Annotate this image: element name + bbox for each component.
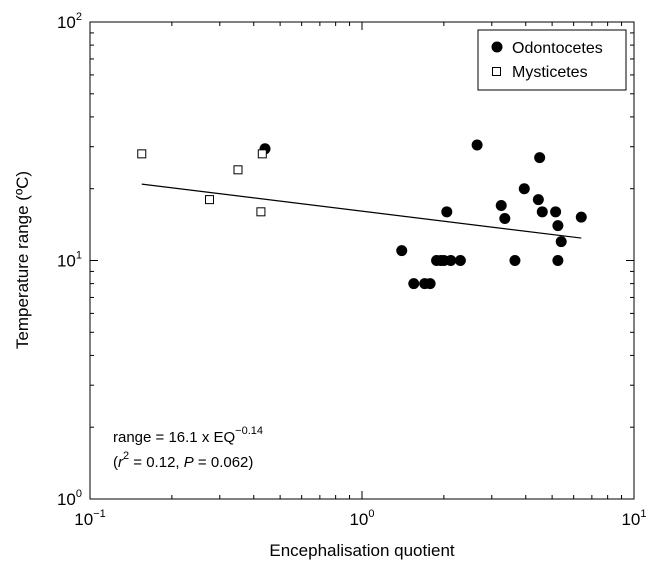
legend-box <box>478 30 626 90</box>
odontocete-point <box>533 194 544 205</box>
odontocete-point <box>496 200 507 211</box>
mysticete-point <box>234 166 242 174</box>
odontocete-point <box>509 255 520 266</box>
legend-mysticetes-marker <box>493 68 501 76</box>
y-tick-label: 101 <box>57 250 82 271</box>
odontocete-point <box>425 278 436 289</box>
x-tick-label: 101 <box>621 508 646 529</box>
odontocete-point <box>556 236 567 247</box>
mysticete-point <box>257 208 265 216</box>
odontocete-point <box>552 220 563 231</box>
equation-annotation: range = 16.1 x EQ−0.14 (r2 = 0.12, P = 0… <box>113 425 263 471</box>
odontocete-point <box>550 206 561 217</box>
equation-line: range = 16.1 x EQ−0.14 <box>113 425 263 446</box>
odontocete-point <box>472 139 483 150</box>
data-points <box>138 139 587 289</box>
statistics-line: (r2 = 0.12, P = 0.062) <box>113 450 253 471</box>
odontocete-point <box>519 183 530 194</box>
legend-odontocetes-marker <box>492 42 503 53</box>
x-axis-title: Encephalisation quotient <box>269 541 455 560</box>
odontocete-point <box>396 245 407 256</box>
x-tick-label: 100 <box>349 508 374 529</box>
odontocete-point <box>499 213 510 224</box>
odontocete-point <box>441 206 452 217</box>
odontocete-point <box>537 206 548 217</box>
odontocete-point <box>445 255 456 266</box>
odontocete-point <box>576 212 587 223</box>
odontocete-point <box>552 255 563 266</box>
regression-line <box>142 184 582 238</box>
odontocete-point <box>408 278 419 289</box>
odontocete-point <box>534 152 545 163</box>
y-tick-label: 102 <box>57 11 82 32</box>
y-tick-label: 100 <box>57 488 82 509</box>
y-axis-title: Temperature range (ºC) <box>13 171 32 349</box>
mysticete-point <box>138 150 146 158</box>
legend-odontocetes-label: Odontocetes <box>512 40 603 57</box>
mysticete-point <box>258 150 266 158</box>
x-tick-label: 10−1 <box>74 508 105 529</box>
legend-mysticetes-label: Mysticetes <box>512 64 588 81</box>
legend: Odontocetes Mysticetes <box>478 30 626 90</box>
mysticete-point <box>205 196 213 204</box>
odontocete-point <box>455 255 466 266</box>
